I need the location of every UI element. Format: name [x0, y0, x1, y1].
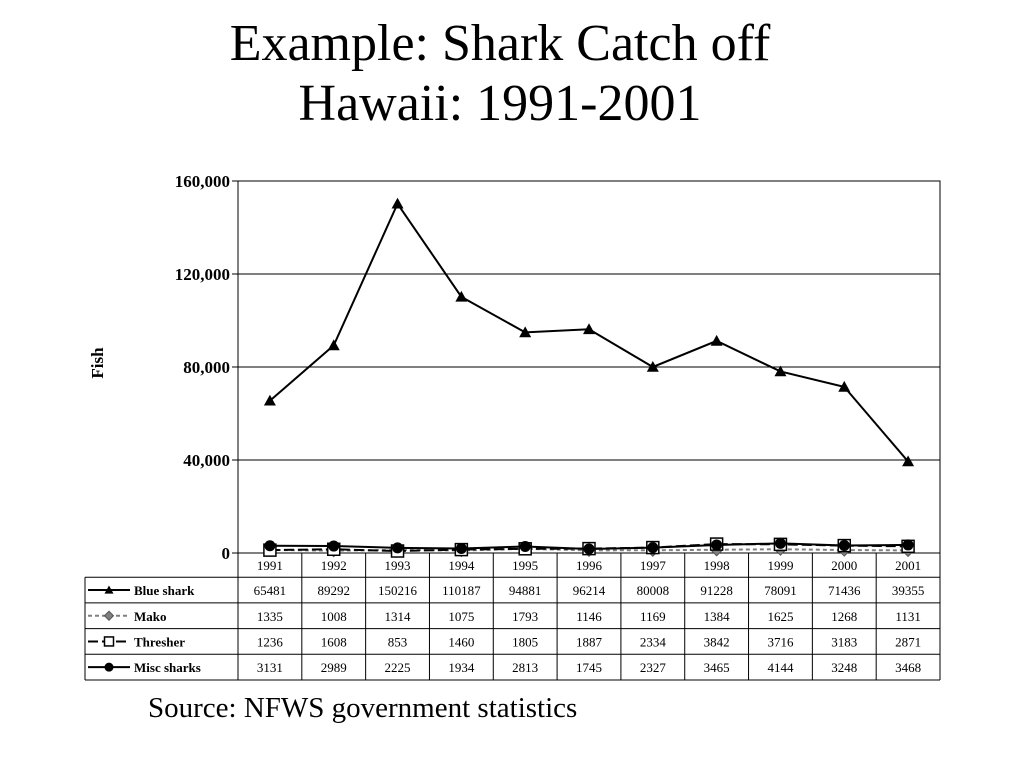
data-point-misc-sharks [392, 542, 404, 554]
data-point-blue-shark [327, 339, 340, 351]
table-cell-blue-shark: 39355 [892, 583, 925, 598]
legend-label-thresher: Thresher [134, 634, 185, 649]
table-cell-misc-sharks: 3465 [704, 660, 730, 675]
data-point-misc-sharks [647, 542, 659, 554]
table-cell-blue-shark: 78091 [764, 583, 797, 598]
x-tick-label: 2001 [895, 558, 921, 573]
slide-title: Example: Shark Catch off Hawaii: 1991-20… [0, 14, 1000, 134]
legend-marker-misc-sharks [104, 662, 114, 672]
data-point-misc-sharks [455, 543, 467, 555]
x-tick-label: 1997 [640, 558, 667, 573]
x-tick-label: 1996 [576, 558, 603, 573]
data-point-blue-shark [838, 380, 851, 392]
data-point-blue-shark [902, 455, 915, 467]
table-cell-misc-sharks: 1745 [576, 660, 602, 675]
table-cell-thresher: 1608 [321, 634, 347, 649]
table-cell-misc-sharks: 2225 [385, 660, 411, 675]
table-cell-misc-sharks: 1934 [448, 660, 475, 675]
table-cell-misc-sharks: 4144 [767, 660, 794, 675]
table-cell-mako: 1268 [831, 609, 857, 624]
data-point-blue-shark [646, 360, 659, 372]
data-point-misc-sharks [902, 539, 914, 551]
x-tick-label: 1992 [321, 558, 347, 573]
table-cell-mako: 1131 [895, 609, 921, 624]
y-tick-label: 80,000 [183, 358, 230, 377]
data-point-blue-shark [774, 365, 787, 377]
y-tick-label: 40,000 [183, 451, 230, 470]
data-point-blue-shark [710, 334, 723, 346]
table-cell-thresher: 2334 [640, 634, 667, 649]
legend-marker-thresher [103, 636, 115, 647]
table-cell-thresher: 3716 [767, 634, 794, 649]
x-tick-label: 1998 [704, 558, 730, 573]
table-cell-misc-sharks: 3468 [895, 660, 921, 675]
table-cell-mako: 1384 [704, 609, 731, 624]
legend-marker-blue-shark [104, 585, 114, 594]
table-cell-blue-shark: 80008 [637, 583, 670, 598]
table-cell-thresher: 3842 [704, 634, 730, 649]
table-cell-misc-sharks: 3131 [257, 660, 283, 675]
table-cell-misc-sharks: 2989 [321, 660, 347, 675]
table-cell-blue-shark: 91228 [700, 583, 733, 598]
data-point-blue-shark [263, 394, 276, 406]
table-cell-misc-sharks: 2813 [512, 660, 538, 675]
legend-label-misc-sharks: Misc sharks [134, 660, 201, 675]
data-point-misc-sharks [838, 539, 850, 551]
table-cell-blue-shark: 110187 [442, 583, 481, 598]
data-point-misc-sharks [519, 540, 531, 552]
legend-label-blue-shark: Blue shark [134, 583, 195, 598]
table-cell-thresher: 1805 [512, 634, 538, 649]
data-point-blue-shark [583, 323, 595, 335]
table-cell-mako: 1335 [257, 609, 283, 624]
table-cell-mako: 1169 [640, 609, 666, 624]
series-line-thresher [269, 543, 909, 553]
title-line-2: Hawaii: 1991-2001 [298, 75, 702, 132]
table-cell-misc-sharks: 2327 [640, 660, 667, 675]
y-axis-label: Fish [88, 347, 107, 379]
table-cell-thresher: 2871 [895, 634, 921, 649]
table-cell-blue-shark: 71436 [828, 583, 861, 598]
data-point-blue-shark [455, 290, 468, 302]
table-cell-thresher: 1460 [448, 634, 474, 649]
legend-marker-mako [103, 610, 115, 621]
table-cell-blue-shark: 94881 [509, 583, 542, 598]
table-cell-misc-sharks: 3248 [831, 660, 857, 675]
source-note: Source: NFWS government statistics [148, 692, 578, 724]
table-cell-mako: 1008 [321, 609, 347, 624]
table-cell-blue-shark: 150216 [378, 583, 418, 598]
x-tick-label: 1999 [767, 558, 793, 573]
x-tick-label: 1994 [448, 558, 475, 573]
data-point-misc-sharks [774, 537, 786, 549]
table-cell-mako: 1146 [576, 609, 602, 624]
x-tick-label: 1993 [385, 558, 411, 573]
data-point-misc-sharks [264, 540, 276, 552]
data-point-blue-shark [519, 326, 532, 338]
table-cell-mako: 1625 [767, 609, 793, 624]
table-cell-mako: 1793 [512, 609, 538, 624]
y-tick-label: 120,000 [175, 265, 230, 284]
data-point-misc-sharks [583, 543, 595, 555]
legend-label-mako: Mako [134, 609, 167, 624]
table-cell-thresher: 853 [388, 634, 408, 649]
data-point-blue-shark [391, 197, 404, 209]
data-point-misc-sharks [711, 539, 723, 551]
x-tick-label: 1995 [512, 558, 538, 573]
table-cell-thresher: 1887 [576, 634, 603, 649]
x-tick-label: 1991 [257, 558, 283, 573]
title-line-1: Example: Shark Catch off [229, 15, 771, 72]
table-cell-blue-shark: 65481 [254, 583, 287, 598]
table-cell-blue-shark: 89292 [317, 583, 350, 598]
data-point-misc-sharks [328, 540, 340, 552]
table-cell-thresher: 3183 [831, 634, 857, 649]
table-cell-mako: 1075 [448, 609, 474, 624]
table-cell-thresher: 1236 [257, 634, 284, 649]
y-tick-label: 0 [222, 544, 231, 563]
table-cell-blue-shark: 96214 [573, 583, 606, 598]
y-tick-label: 160,000 [175, 172, 230, 191]
table-cell-mako: 1314 [385, 609, 412, 624]
x-tick-label: 2000 [831, 558, 857, 573]
